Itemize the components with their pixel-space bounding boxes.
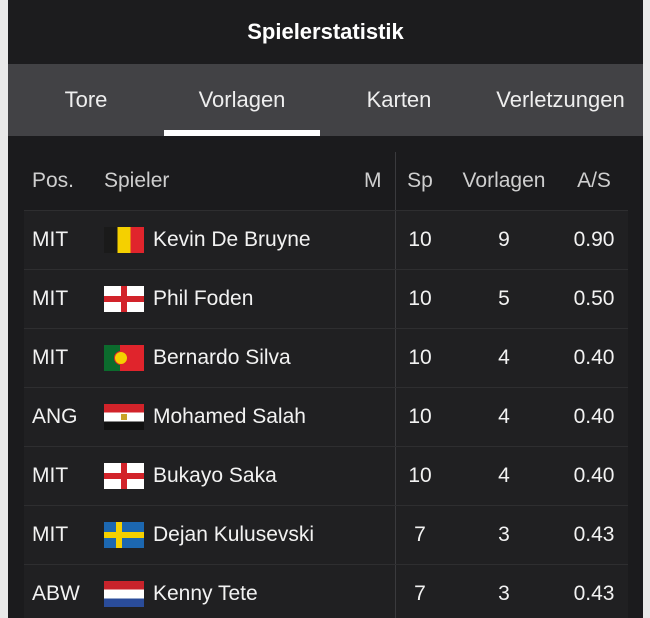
player-name[interactable]: Kenny Tete (153, 582, 258, 605)
games-played: 10 (408, 405, 432, 428)
assists: 9 (498, 228, 510, 251)
player-stats-panel: Spielerstatistik Tore Vorlagen Karten Ve… (8, 0, 643, 618)
netherlands-flag-icon (104, 581, 144, 607)
table-header: Pos. Spieler M Sp Vorlagen A/S (24, 152, 628, 210)
egypt-flag-icon (104, 404, 144, 430)
england-flag-icon (104, 463, 144, 489)
table-row[interactable]: MIT Phil Foden 10 5 0.50 (24, 269, 628, 328)
assists-per-game: 0.40 (573, 346, 615, 369)
assists-per-game: 0.90 (573, 228, 615, 251)
column-divider (395, 329, 396, 387)
tab-verletzungen[interactable]: Verletzungen (496, 87, 625, 112)
table-row[interactable]: MIT Kevin De Bruyne 10 9 0.90 (24, 210, 628, 269)
sweden-flag-icon (104, 522, 144, 548)
player-cell: Bernardo Silva (104, 345, 291, 371)
assists: 4 (498, 464, 510, 487)
column-divider (395, 447, 396, 505)
games-played: 10 (408, 228, 432, 251)
tab-tore[interactable]: Tore (64, 87, 108, 112)
player-position: MIT (32, 287, 69, 310)
assists-per-game: 0.43 (573, 523, 615, 546)
tab-vorlagen[interactable]: Vorlagen (164, 64, 320, 136)
header-sp[interactable]: Sp (407, 169, 433, 192)
player-position: ANG (32, 405, 78, 428)
table-row[interactable]: ABW Kenny Tete 7 3 0.43 (24, 564, 628, 618)
column-divider (395, 270, 396, 328)
player-cell: Phil Foden (104, 286, 253, 312)
player-name[interactable]: Phil Foden (153, 287, 254, 310)
table-row[interactable]: ANG Mohamed Salah 10 4 0.40 (24, 387, 628, 446)
assists-per-game: 0.40 (573, 405, 615, 428)
assists: 3 (498, 523, 510, 546)
player-position: MIT (32, 523, 69, 546)
games-played: 7 (414, 582, 426, 605)
assists: 4 (498, 346, 510, 369)
header-m[interactable]: M (364, 169, 382, 192)
portugal-flag-icon (104, 345, 144, 371)
player-name[interactable]: Kevin De Bruyne (153, 228, 311, 251)
stats-table: Pos. Spieler M Sp Vorlagen A/S MIT Kevin… (24, 152, 628, 618)
assists: 5 (498, 287, 510, 310)
column-divider (395, 388, 396, 446)
player-position: MIT (32, 228, 69, 251)
belgium-flag-icon (104, 227, 144, 253)
page-title: Spielerstatistik (8, 0, 643, 64)
player-name[interactable]: Bukayo Saka (153, 464, 277, 487)
assists: 3 (498, 582, 510, 605)
assists-per-game: 0.40 (573, 464, 615, 487)
column-divider (395, 152, 396, 210)
assists-per-game: 0.50 (573, 287, 615, 310)
assists: 4 (498, 405, 510, 428)
column-divider (395, 211, 396, 269)
player-cell: Dejan Kulusevski (104, 522, 314, 548)
player-position: MIT (32, 464, 69, 487)
assists-per-game: 0.43 (573, 582, 615, 605)
player-cell: Mohamed Salah (104, 404, 306, 430)
player-position: MIT (32, 346, 69, 369)
player-name[interactable]: Mohamed Salah (153, 405, 306, 428)
player-name[interactable]: Bernardo Silva (153, 346, 291, 369)
games-played: 7 (414, 523, 426, 546)
tab-karten[interactable]: Karten (366, 87, 432, 112)
games-played: 10 (408, 464, 432, 487)
table-row[interactable]: MIT Bukayo Saka 10 4 0.40 (24, 446, 628, 505)
games-played: 10 (408, 287, 432, 310)
header-as[interactable]: A/S (577, 169, 611, 192)
player-cell: Kenny Tete (104, 581, 258, 607)
header-vorlagen[interactable]: Vorlagen (462, 169, 546, 192)
england-flag-icon (104, 286, 144, 312)
player-cell: Bukayo Saka (104, 463, 277, 489)
games-played: 10 (408, 346, 432, 369)
table-row[interactable]: MIT Dejan Kulusevski 7 3 0.43 (24, 505, 628, 564)
header-pos[interactable]: Pos. (32, 169, 75, 192)
player-cell: Kevin De Bruyne (104, 227, 311, 253)
table-row[interactable]: MIT Bernardo Silva 10 4 0.40 (24, 328, 628, 387)
column-divider (395, 565, 396, 618)
stats-tabs: Tore Vorlagen Karten Verletzungen (8, 64, 643, 136)
column-divider (395, 506, 396, 564)
player-name[interactable]: Dejan Kulusevski (153, 523, 315, 546)
header-player[interactable]: Spieler (104, 169, 170, 192)
player-position: ABW (32, 582, 80, 605)
